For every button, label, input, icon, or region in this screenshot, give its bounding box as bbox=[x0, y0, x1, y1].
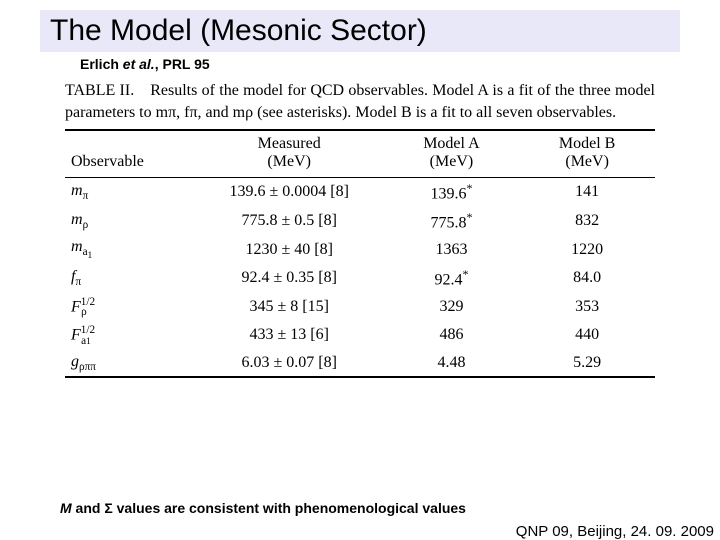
table-header-row: Observable Measured(MeV) Model A(MeV) Mo… bbox=[65, 130, 655, 178]
cell-measured: 1230 ± 40 [8] bbox=[195, 235, 384, 264]
cell-model-b: 440 bbox=[519, 321, 655, 350]
cell-model-a: 139.6* bbox=[384, 178, 520, 207]
footnote-m: M bbox=[60, 500, 72, 516]
conference-line: QNP 09, Beijing, 24. 09. 2009 bbox=[516, 523, 714, 540]
cell-observable: mπ bbox=[65, 178, 195, 207]
cell-model-b: 353 bbox=[519, 293, 655, 322]
footnote-rest: values are consistent with phenomenologi… bbox=[113, 500, 466, 516]
cell-model-a: 92.4* bbox=[384, 264, 520, 292]
cell-model-b: 832 bbox=[519, 207, 655, 235]
table-container: TABLE II. Results of the model for QCD o… bbox=[65, 80, 655, 378]
table-row: gρππ6.03 ± 0.07 [8]4.485.29 bbox=[65, 350, 655, 377]
cell-observable: fπ bbox=[65, 264, 195, 292]
col-header-model-a: Model A(MeV) bbox=[384, 130, 520, 178]
citation-etal: et al. bbox=[123, 56, 155, 72]
table-row: fπ92.4 ± 0.35 [8]92.4*84.0 bbox=[65, 264, 655, 292]
citation-ref: , PRL 95 bbox=[155, 56, 210, 72]
table-row: mρ775.8 ± 0.5 [8]775.8*832 bbox=[65, 207, 655, 235]
cell-model-a: 486 bbox=[384, 321, 520, 350]
cell-observable: ma1 bbox=[65, 235, 195, 264]
cell-model-a: 775.8* bbox=[384, 207, 520, 235]
table-row: mπ139.6 ± 0.0004 [8]139.6*141 bbox=[65, 178, 655, 207]
cell-model-b: 84.0 bbox=[519, 264, 655, 292]
cell-measured: 6.03 ± 0.07 [8] bbox=[195, 350, 384, 377]
cell-measured: 345 ± 8 [15] bbox=[195, 293, 384, 322]
cell-model-a: 329 bbox=[384, 293, 520, 322]
table-caption: TABLE II. Results of the model for QCD o… bbox=[65, 80, 655, 123]
cell-model-a: 1363 bbox=[384, 235, 520, 264]
col-header-measured: Measured(MeV) bbox=[195, 130, 384, 178]
citation: Erlich et al., PRL 95 bbox=[80, 56, 720, 72]
cell-model-b: 1220 bbox=[519, 235, 655, 264]
footnote-and: and bbox=[72, 500, 105, 516]
citation-author: Erlich bbox=[80, 56, 123, 72]
cell-measured: 139.6 ± 0.0004 [8] bbox=[195, 178, 384, 207]
cell-observable: mρ bbox=[65, 207, 195, 235]
cell-observable: F1/2ρ bbox=[65, 293, 195, 322]
slide: The Model (Mesonic Sector) Erlich et al.… bbox=[0, 10, 720, 540]
observables-table: Observable Measured(MeV) Model A(MeV) Mo… bbox=[65, 129, 655, 378]
slide-title: The Model (Mesonic Sector) bbox=[40, 10, 680, 52]
col-header-model-b: Model B(MeV) bbox=[519, 130, 655, 178]
col-header-observable: Observable bbox=[65, 130, 195, 178]
cell-model-a: 4.48 bbox=[384, 350, 520, 377]
table-row: F1/2a1433 ± 13 [6]486440 bbox=[65, 321, 655, 350]
cell-measured: 92.4 ± 0.35 [8] bbox=[195, 264, 384, 292]
cell-measured: 775.8 ± 0.5 [8] bbox=[195, 207, 384, 235]
table-row: F1/2ρ345 ± 8 [15]329353 bbox=[65, 293, 655, 322]
cell-observable: gρππ bbox=[65, 350, 195, 377]
cell-model-b: 141 bbox=[519, 178, 655, 207]
cell-model-b: 5.29 bbox=[519, 350, 655, 377]
footnote-sigma: Σ bbox=[104, 500, 112, 516]
cell-observable: F1/2a1 bbox=[65, 321, 195, 350]
table-body: mπ139.6 ± 0.0004 [8]139.6*141mρ775.8 ± 0… bbox=[65, 178, 655, 377]
cell-measured: 433 ± 13 [6] bbox=[195, 321, 384, 350]
footnote: M and Σ values are consistent with pheno… bbox=[60, 500, 466, 516]
table-row: ma11230 ± 40 [8]13631220 bbox=[65, 235, 655, 264]
